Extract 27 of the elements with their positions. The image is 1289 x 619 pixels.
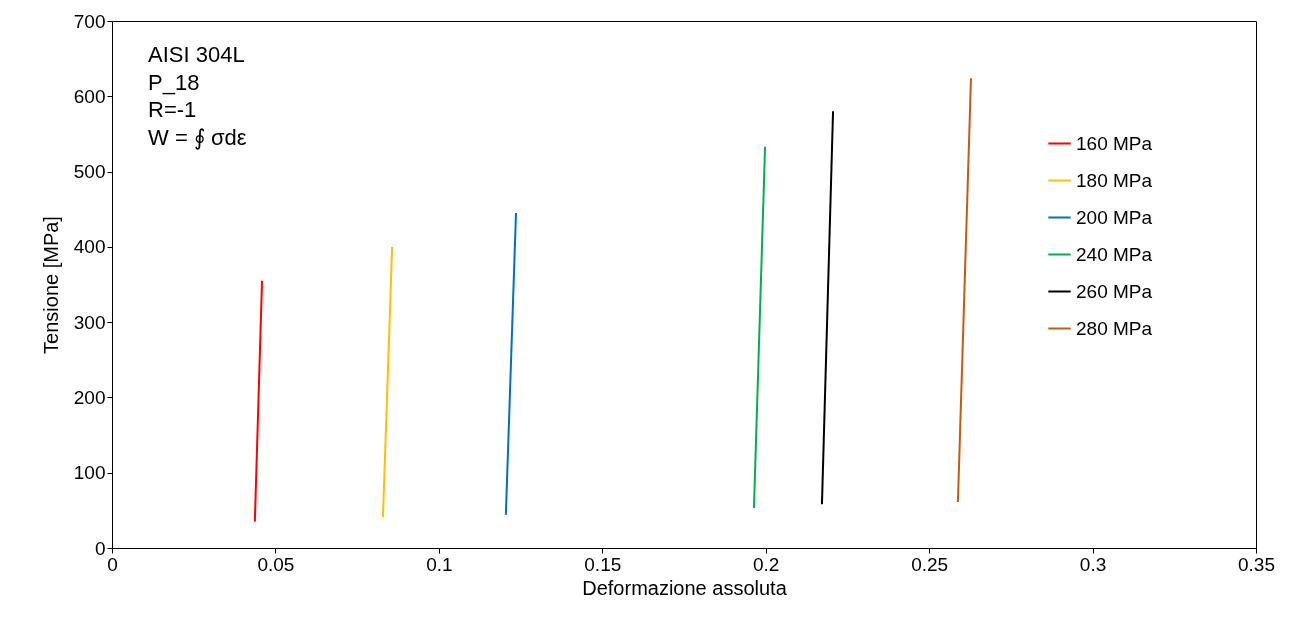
y-tick-label: 100 [73, 462, 106, 484]
annotation: W = ∮ σdε [148, 125, 247, 150]
x-tick-label: 0.2 [753, 553, 780, 575]
y-tick-label: 400 [73, 236, 106, 258]
x-tick-label: 0.35 [1238, 553, 1275, 575]
legend-label: 260 MPa [1076, 280, 1153, 302]
y-tick-label: 600 [73, 85, 106, 107]
x-axis-title: Deformazione assoluta [582, 576, 788, 599]
legend-label: 240 MPa [1076, 243, 1153, 265]
legend-label: 280 MPa [1076, 317, 1153, 339]
y-tick-label: 300 [73, 311, 106, 333]
x-tick-label: 0.25 [911, 553, 949, 575]
annotation: AISI 304L [148, 42, 245, 67]
y-axis-title: Tensione [MPa] [39, 216, 62, 354]
y-tick-label: 700 [73, 10, 106, 32]
annotation: P_18 [148, 69, 200, 95]
y-tick-label: 0 [94, 537, 106, 559]
x-tick-label: 0.3 [1079, 553, 1107, 575]
legend-label: 180 MPa [1076, 169, 1153, 191]
legend-label: 200 MPa [1076, 206, 1153, 228]
y-tick-label: 200 [73, 386, 106, 408]
x-tick-label: 0.15 [584, 553, 622, 575]
y-tick-label: 500 [73, 161, 106, 183]
x-tick-label: 0.1 [426, 553, 453, 575]
legend-label: 160 MPa [1076, 132, 1153, 154]
x-tick-label: 0.05 [257, 553, 295, 575]
annotation: R=-1 [148, 97, 197, 123]
